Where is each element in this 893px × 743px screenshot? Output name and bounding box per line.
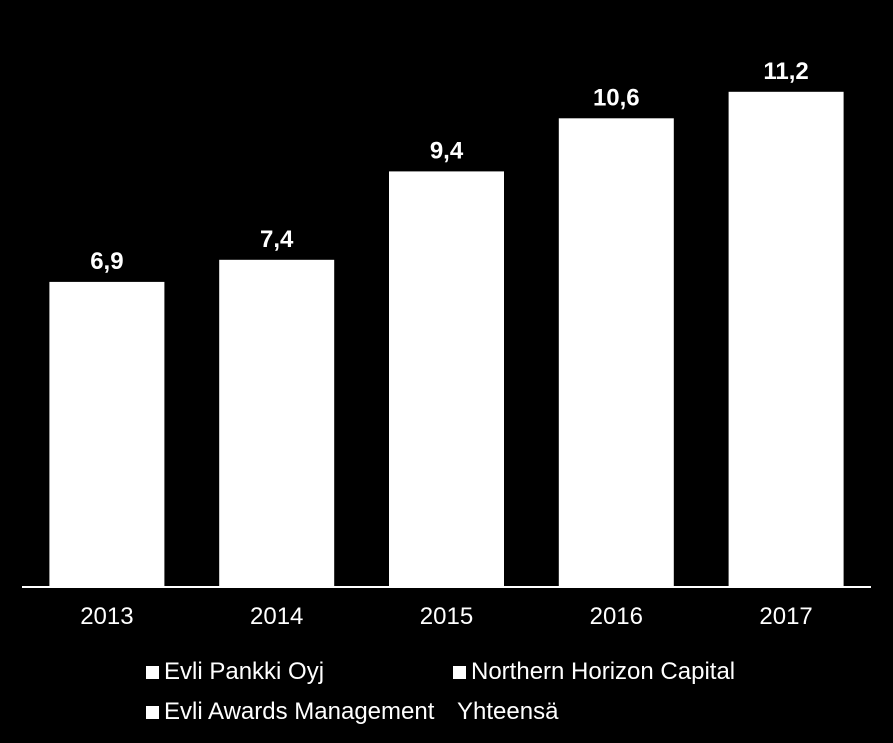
legend-item-evli-pankki-oyj: Evli Pankki Oyj bbox=[146, 658, 324, 686]
x-tick-label-2015: 2015 bbox=[420, 603, 473, 630]
data-label-2015: 9,4 bbox=[430, 137, 464, 164]
legend-swatch bbox=[146, 665, 159, 679]
chart-legend: Evli Pankki Oyj Northern Horizon Capital… bbox=[0, 650, 893, 743]
x-tick-label-2016: 2016 bbox=[590, 603, 643, 630]
legend-item-evli-awards-management: Evli Awards Management bbox=[146, 698, 434, 726]
legend-label: Evli Awards Management bbox=[164, 698, 435, 725]
x-tick-label-2017: 2017 bbox=[759, 603, 812, 630]
legend-label: Evli Pankki Oyj bbox=[164, 658, 325, 685]
x-tick-label-2013: 2013 bbox=[80, 603, 133, 630]
legend-swatch bbox=[146, 705, 159, 719]
data-label-2016: 10,6 bbox=[593, 84, 640, 111]
bar-2015 bbox=[389, 171, 504, 587]
bar-2013 bbox=[49, 281, 165, 587]
legend-label: Northern Horizon Capital bbox=[471, 658, 736, 685]
x-tick-label-2014: 2014 bbox=[250, 603, 303, 630]
bar-2016 bbox=[558, 118, 674, 588]
data-label-2013: 6,9 bbox=[90, 248, 123, 275]
data-label-2017: 11,2 bbox=[763, 58, 808, 85]
legend-swatch bbox=[453, 665, 466, 679]
bar-2014 bbox=[219, 259, 335, 587]
data-label-2014: 7,4 bbox=[260, 226, 294, 253]
bar-2017 bbox=[728, 91, 844, 588]
legend-item-yhteensa: Yhteensä bbox=[457, 698, 558, 726]
legend-item-northern-horizon-capital: Northern Horizon Capital bbox=[453, 658, 735, 686]
legend-label: Yhteensä bbox=[457, 698, 559, 725]
bar-chart: 6,9 2013 7,4 2014 9,4 2015 10,6 2016 11,2 2017 bbox=[22, 58, 871, 630]
